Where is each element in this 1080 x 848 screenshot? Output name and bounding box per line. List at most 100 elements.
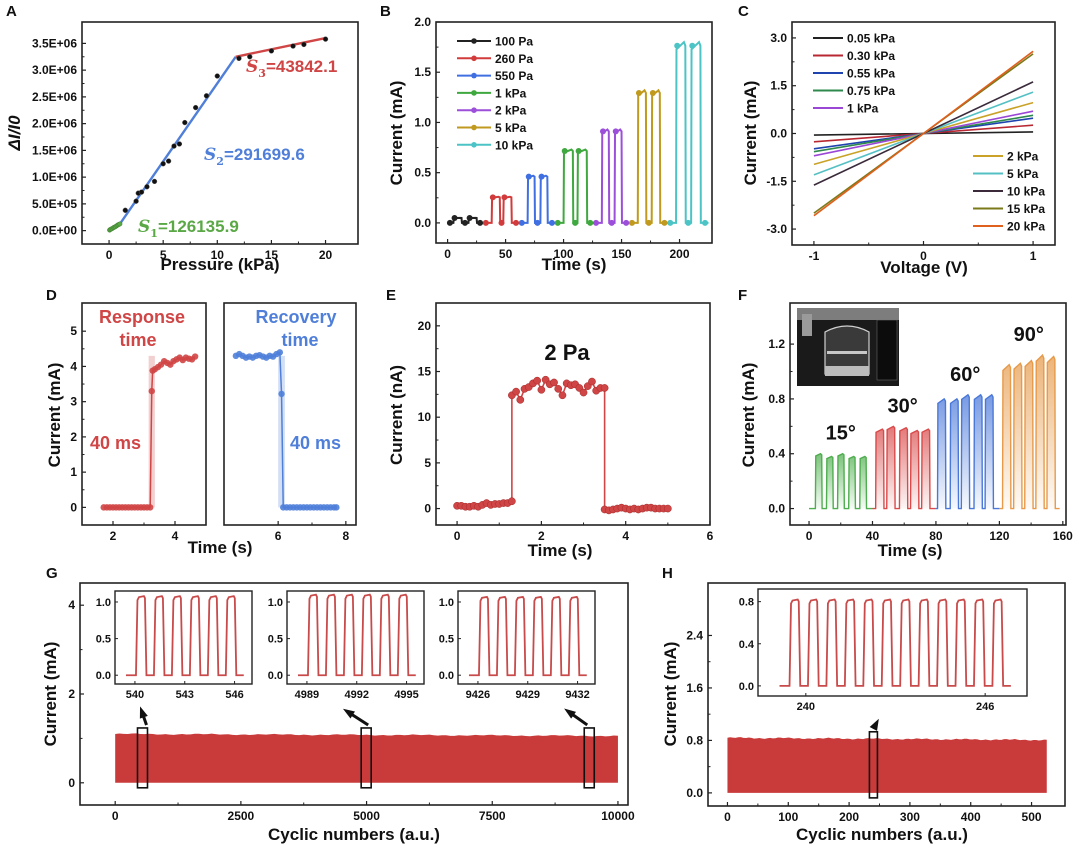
panel-label-b: B (380, 3, 391, 20)
x-tick-label: 10000 (601, 809, 635, 823)
zoom-arrow-head (869, 718, 879, 731)
x-tick-label: 0 (444, 247, 451, 261)
x-tick-label: 2 (538, 529, 545, 543)
y-tick-label: 1.6 (686, 681, 703, 695)
x-tick-label: 80 (929, 529, 943, 543)
inset-photo-bg (797, 308, 899, 320)
y-tick-label: 1.5 (414, 65, 431, 79)
x-tick-label: 4 (622, 529, 629, 543)
panel-a-frame (81, 21, 359, 245)
series-marker (477, 219, 484, 226)
y-tick-label: 1.5 (770, 79, 787, 93)
x-tick-label: 200 (670, 247, 690, 261)
axis-label-f-x: Time (s) (878, 541, 943, 560)
series-marker (461, 219, 468, 226)
series-marker (548, 219, 555, 226)
pulse-line (999, 353, 1060, 510)
data-point (117, 221, 123, 227)
pulse-line (809, 452, 873, 510)
legend-label: 0.75 kPa (847, 84, 895, 98)
x-tick-label: 0 (454, 529, 461, 543)
axis-label-f-y: Current (mA) (739, 363, 758, 468)
legend-marker (471, 124, 477, 131)
y-tick-label: 1 (70, 465, 77, 479)
x-tick-label: 20 (319, 248, 333, 262)
series-marker (538, 173, 545, 180)
series-marker (518, 219, 525, 226)
pulse-area (935, 394, 1000, 509)
series-marker (623, 219, 630, 226)
x-tick-label: 2500 (228, 809, 255, 823)
pulse-line (935, 393, 1000, 510)
data-point (203, 93, 210, 99)
y-tick-label: 2 (70, 430, 77, 444)
y-tick-label: 5 (424, 456, 431, 470)
panel-d-frame-recovery (223, 302, 357, 526)
data-point (512, 387, 520, 396)
fit-line-s2 (118, 56, 237, 225)
inset-photo-block (876, 319, 898, 381)
legend-label: 550 Pa (495, 69, 533, 83)
y-tick-label: 0.0 (770, 127, 787, 141)
fit-label-s2: S2=291699.6 (204, 145, 305, 168)
inset-pulse-line (468, 595, 587, 677)
data-point (151, 178, 158, 185)
highlight-box (583, 727, 596, 789)
inset-x-tick-label: 9432 (565, 689, 589, 701)
x-tick-label: 0 (806, 529, 813, 543)
y-tick-label: 1.2 (768, 337, 785, 351)
legend-marker (471, 38, 477, 44)
legend-label: 0.30 kPa (847, 49, 895, 63)
chart-title: 2 Pa (544, 340, 590, 365)
series-marker (489, 194, 496, 201)
data-point (276, 349, 284, 356)
inset-x-tick-label: 246 (976, 701, 994, 713)
cycling-envelope (115, 733, 618, 783)
series-marker (498, 219, 505, 226)
inset-y-tick-label: 0.5 (268, 634, 283, 646)
legend-label: 10 kPa (495, 138, 533, 152)
step-line (235, 351, 337, 509)
legend-label: 15 kPa (1007, 202, 1045, 216)
x-tick-label: 7500 (479, 809, 506, 823)
data-point (171, 143, 177, 149)
y-tick-label: 0.8 (768, 392, 785, 406)
panel-e-frame (435, 302, 711, 526)
axis-label-e-x: Time (s) (528, 541, 593, 560)
series-line (483, 195, 520, 224)
svg-text:Current (mA): Current (mA) (739, 363, 758, 468)
series-marker (554, 219, 561, 226)
angle-label: 30° (887, 395, 917, 417)
series-line (629, 88, 668, 224)
y-tick-label: -1.5 (766, 174, 787, 188)
data-point (554, 385, 563, 393)
y-tick-label: 3.5E+06 (32, 36, 77, 50)
series-marker (667, 219, 674, 226)
legend-label: 10 kPa (1007, 185, 1045, 199)
legend-marker (471, 90, 477, 96)
svg-text:Current (mA): Current (mA) (387, 81, 406, 186)
panel-label-c: C (738, 3, 749, 20)
axis-label-d-y: Current (mA) (45, 363, 64, 468)
axis-label-b-y: Current (mA) (387, 81, 406, 186)
x-tick-label: 200 (839, 810, 859, 824)
x-tick-label: 500 (1022, 810, 1042, 824)
data-point (663, 504, 672, 513)
subplot-title-line1: Recovery (255, 307, 336, 327)
axis-label-d-x: Time (s) (188, 538, 253, 557)
series-marker (635, 89, 642, 96)
highlight-box (868, 730, 879, 799)
series-marker (593, 219, 600, 226)
x-tick-label: 1 (1030, 249, 1037, 263)
inset-pulse-line (779, 598, 1011, 687)
y-tick-label: 0.0 (686, 786, 703, 800)
panel-h-plot: 0 100 200 300 400 500 0.0 0.8 1.6 2.4 0.0 0.4 0.8 240… (686, 582, 1066, 824)
panel-b-plot: 0 50 100 150 200 0.0 0.5 1.0 1.5 2.0 100 Pa 260 Pa 5… (414, 15, 713, 261)
inset-y-tick-label: 1.0 (96, 597, 111, 609)
series-marker (513, 219, 520, 226)
y-tick-label: 3.0 (770, 31, 787, 45)
series-marker (661, 219, 668, 226)
y-tick-label: 1.5E+06 (32, 143, 77, 157)
x-tick-label: 120 (989, 529, 1009, 543)
data-point (322, 36, 329, 42)
